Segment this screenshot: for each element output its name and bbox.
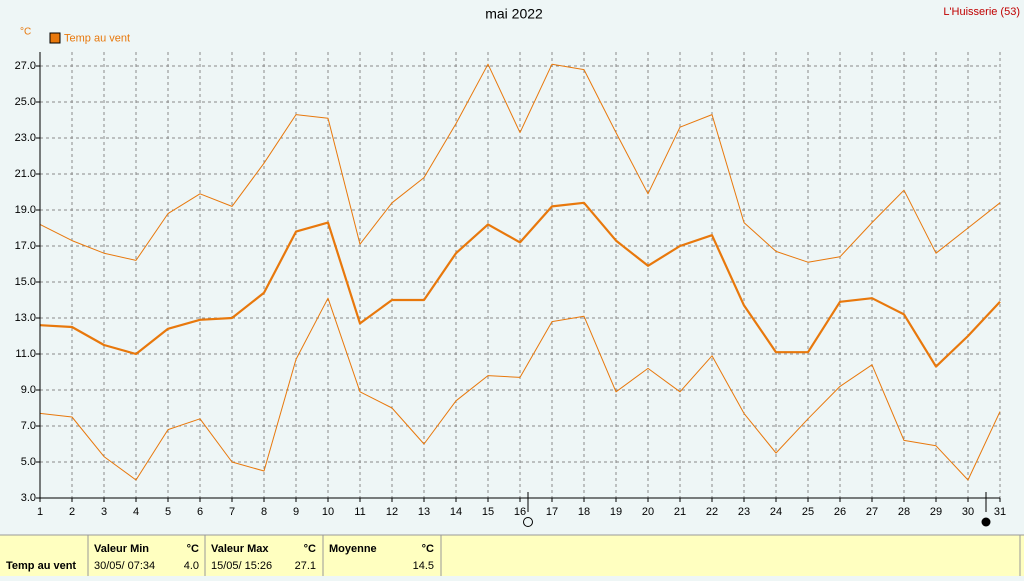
x-tick-label: 27 <box>866 506 878 518</box>
new-moon-icon <box>981 517 991 527</box>
x-tick-label: 11 <box>354 506 365 518</box>
chart-title: mai 2022 <box>485 6 543 22</box>
x-tick-label: 28 <box>898 506 910 518</box>
y-tick-label: 21.0 <box>15 168 36 180</box>
x-tick-label: 4 <box>133 506 139 518</box>
x-tick-label: 18 <box>578 506 590 518</box>
x-tick-label: 21 <box>674 506 686 518</box>
x-tick-label: 23 <box>738 506 750 518</box>
background <box>0 0 1024 535</box>
x-tick-label: 29 <box>930 506 942 518</box>
legend-swatch <box>49 32 61 44</box>
station: L'Huisserie (53) <box>943 6 1020 18</box>
x-tick-label: 7 <box>229 506 235 518</box>
grid <box>39 52 1001 499</box>
summary-unit: °C <box>304 543 316 555</box>
x-tick-label: 2 <box>69 506 75 518</box>
line-series <box>39 297 1001 481</box>
summary-when: 15/05/ 15:26 <box>211 560 272 572</box>
x-tick-label: 17 <box>546 506 558 518</box>
line-series <box>39 63 1001 263</box>
summary-value: 14.5 <box>413 560 434 572</box>
summary-table: Temp au vent <box>0 534 1024 576</box>
line-series <box>39 201 1001 368</box>
x-tick-label: 14 <box>450 506 462 518</box>
summary-title: Valeur Max <box>211 543 269 555</box>
summary-unit: °C <box>422 543 434 555</box>
summary-when: 30/05/ 07:34 <box>94 560 155 572</box>
x-tick-label: 6 <box>197 506 203 518</box>
y-unit: °C <box>20 27 31 38</box>
y-tick-label: 17.0 <box>15 240 36 252</box>
y-tick-label: 13.0 <box>15 312 36 324</box>
summary-row-label: Temp au vent <box>6 560 76 572</box>
x-tick-label: 31 <box>994 506 1006 518</box>
y-tick-label: 15.0 <box>15 276 36 288</box>
summary-bg <box>0 535 1024 576</box>
y-tick-label: 25.0 <box>15 96 36 108</box>
legend-label: Temp au vent <box>64 32 130 44</box>
summary-value: 27.1 <box>295 560 316 572</box>
y-tick-label: 5.0 <box>21 456 36 468</box>
summary-value: 4.0 <box>184 560 199 572</box>
x-tick-label: 20 <box>642 506 654 518</box>
y-tick-label: 19.0 <box>15 204 36 216</box>
x-tick-label: 22 <box>706 506 718 518</box>
summary-unit: °C <box>187 543 199 555</box>
x-tick-label: 5 <box>165 506 171 518</box>
x-tick-label: 3 <box>101 506 107 518</box>
x-tick-label: 10 <box>322 506 334 518</box>
x-tick-label: 24 <box>770 506 782 518</box>
summary-title: Moyenne <box>329 543 377 555</box>
y-tick-label: 23.0 <box>15 132 36 144</box>
y-tick-label: 27.0 <box>15 60 36 72</box>
lines <box>39 63 1001 481</box>
full-moon-icon <box>523 517 533 527</box>
x-tick-label: 8 <box>261 506 267 518</box>
x-tick-label: 1 <box>37 506 43 518</box>
y-tick-label: 11.0 <box>15 348 36 360</box>
summary-title: Valeur Min <box>94 543 149 555</box>
x-tick-label: 30 <box>962 506 974 518</box>
x-tick-label: 15 <box>482 506 494 518</box>
x-tick-label: 19 <box>610 506 622 518</box>
x-tick-label: 25 <box>802 506 814 518</box>
y-tick-label: 3.0 <box>21 492 36 504</box>
x-tick-label: 12 <box>386 506 398 518</box>
x-tick-label: 16 <box>514 506 526 518</box>
x-tick-label: 26 <box>834 506 846 518</box>
x-tick-label: 9 <box>293 506 299 518</box>
x-tick-label: 13 <box>418 506 430 518</box>
y-tick-label: 7.0 <box>21 420 36 432</box>
y-tick-label: 9.0 <box>21 384 36 396</box>
